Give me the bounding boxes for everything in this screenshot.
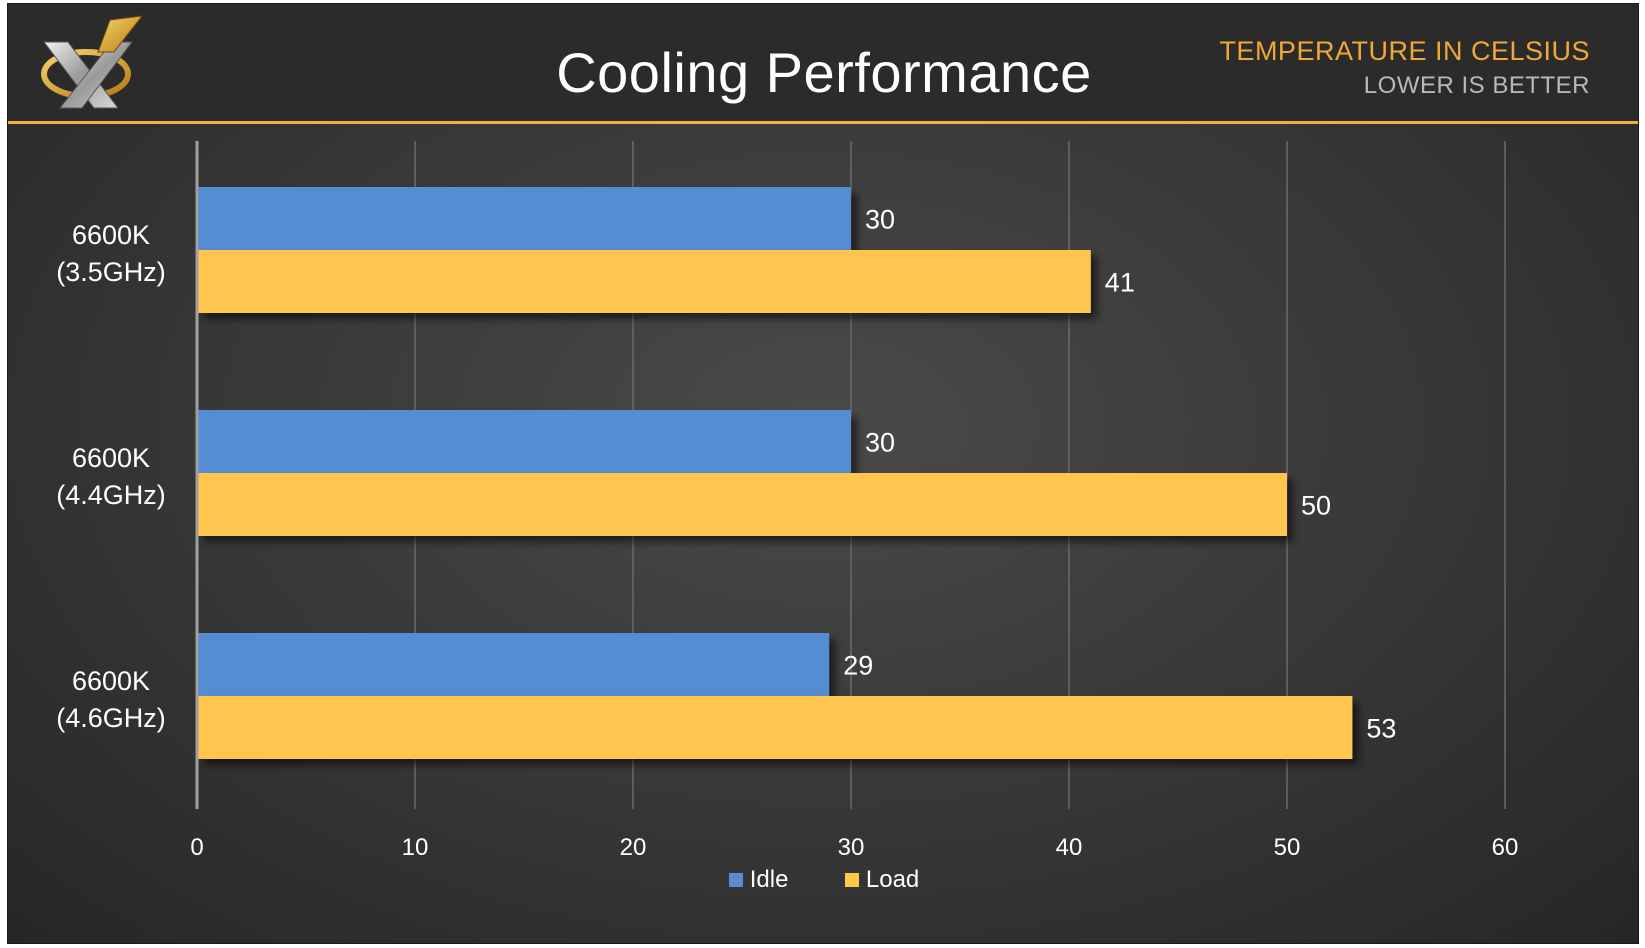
- x-tick-label-30: 30: [838, 834, 865, 861]
- data-label-idle-1: 30: [865, 428, 895, 458]
- header-divider: [8, 121, 1638, 124]
- legend-swatch-load: [844, 873, 859, 887]
- x-tick-label-40: 40: [1056, 834, 1083, 861]
- bar-idle-0: [198, 187, 851, 250]
- data-label-idle-2: 29: [843, 651, 873, 681]
- bars: [198, 187, 1353, 759]
- legend-label-idle: Idle: [749, 866, 789, 893]
- data-labels: 30 41 30 50 29 53: [843, 205, 1396, 744]
- bar-idle-1: [198, 410, 851, 473]
- category-label-0: 6600K (3.5GHz): [56, 220, 166, 287]
- category-labels: 6600K (3.5GHz) 6600K (4.4GHz) 6600K (4.6GHz): [56, 220, 166, 733]
- x-tick-label-50: 50: [1274, 834, 1301, 861]
- legend-item-idle: Idle: [728, 866, 789, 894]
- x-tick-label-0: 0: [190, 834, 203, 861]
- chart-frame: Cooling Performance TEMPERATURE IN CELSI…: [7, 3, 1639, 944]
- legend-swatch-idle: [728, 873, 743, 887]
- category-label-2: 6600K (4.6GHz): [56, 666, 166, 733]
- header-bar: [8, 4, 1638, 121]
- legend: Idle Load: [8, 866, 1638, 894]
- x-logo-icon: [41, 15, 144, 109]
- bar-load-2: [198, 696, 1353, 759]
- bar-load-1: [198, 473, 1287, 536]
- bar-idle-2: [198, 633, 830, 696]
- x-tick-labels: 0 10 20 30 40 50 60: [190, 834, 1518, 861]
- chart-subtitle-units: TEMPERATURE IN CELSIUS: [1219, 36, 1590, 66]
- data-label-load-1: 50: [1301, 491, 1331, 521]
- data-label-load-0: 41: [1105, 268, 1135, 298]
- chart-title: Cooling Performance: [556, 41, 1092, 104]
- x-tick-label-10: 10: [402, 834, 429, 861]
- x-tick-label-20: 20: [620, 834, 647, 861]
- bar-load-0: [198, 250, 1091, 313]
- category-label-1: 6600K (4.4GHz): [56, 443, 166, 510]
- data-label-load-2: 53: [1366, 714, 1396, 744]
- bar-chart-plot: 6600K (3.5GHz)6600K (4.4GHz)6600K (4.6GHz) …: [56, 141, 1518, 861]
- legend-label-load: Load: [865, 866, 920, 893]
- legend-item-load: Load: [844, 866, 920, 894]
- x-tick-label-60: 60: [1492, 834, 1519, 861]
- chart-subtitle-note: LOWER IS BETTER: [1363, 72, 1590, 99]
- data-label-idle-0: 30: [865, 205, 895, 235]
